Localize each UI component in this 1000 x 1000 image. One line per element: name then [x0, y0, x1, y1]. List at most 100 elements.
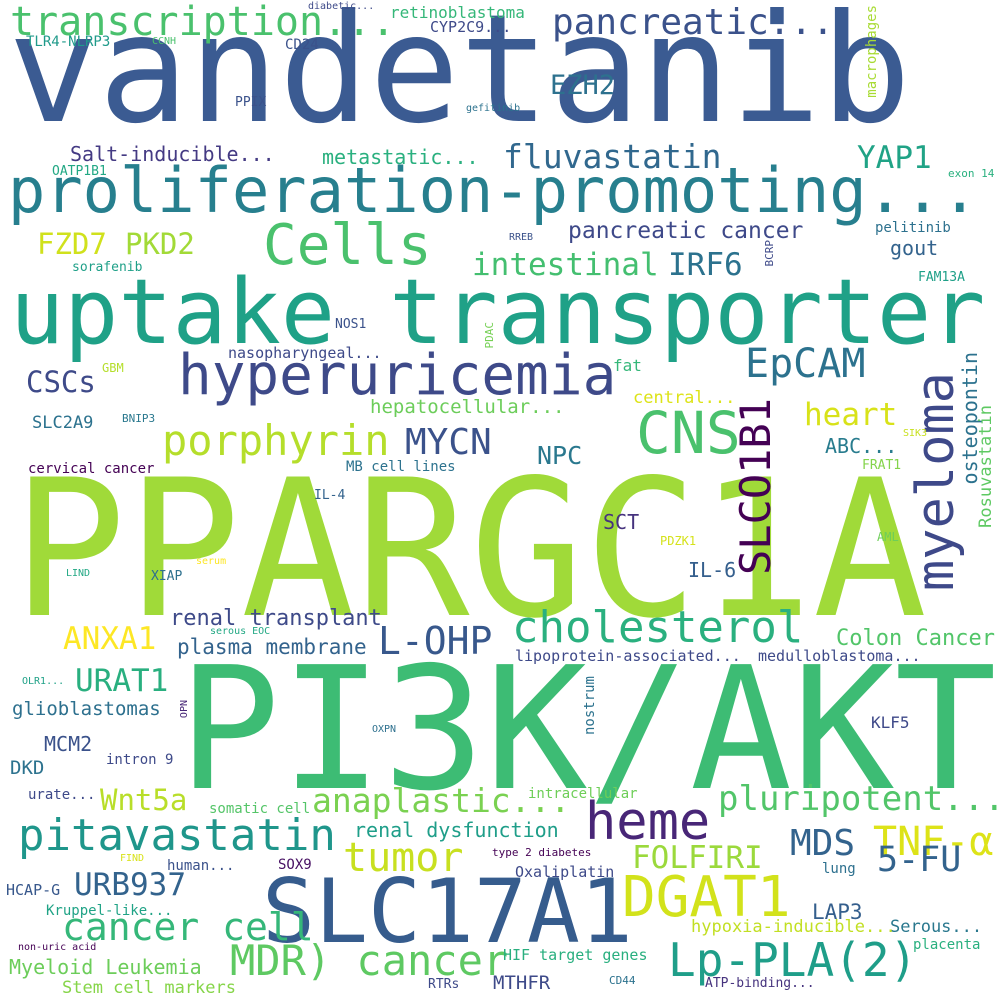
- word-pkd2: PKD2: [125, 227, 195, 261]
- word-hepatocellular: hepatocellular...: [370, 396, 565, 418]
- word-find: FIND: [120, 853, 145, 864]
- word-cscs: CSCs: [26, 365, 96, 399]
- word-rreb: RREB: [509, 232, 534, 243]
- word-cholesterol: cholesterol: [512, 602, 804, 653]
- word-heart: heart: [804, 397, 898, 433]
- word-rosuvastatin: Rosuvastatin: [976, 405, 996, 528]
- word-olr1: OLR1...: [22, 676, 65, 687]
- word-mb-cell-lines: MB cell lines: [346, 459, 456, 475]
- word-tnf: TNF-α: [873, 819, 994, 865]
- word-hcap-g: HCAP-G: [6, 881, 61, 899]
- word-nasopharyngeal: nasopharyngeal...: [228, 344, 382, 362]
- word-pdzk1: PDZK1: [660, 534, 697, 548]
- word-urat1: URAT1: [75, 663, 169, 699]
- word-tumor: tumor: [343, 835, 464, 881]
- word-nos1: NOS1: [335, 317, 367, 332]
- word-myeloma: myeloma: [906, 372, 966, 592]
- word-transcription: transcription...: [10, 0, 396, 45]
- word-plasma-membrane: plasma membrane: [177, 635, 367, 659]
- word-oatp1b1: OATP1B1: [52, 164, 107, 179]
- word-ezh2: EZH2: [550, 70, 616, 101]
- word-slc2a9: SLC2A9: [32, 413, 94, 433]
- word-dgat1: DGAT1: [622, 865, 791, 930]
- word-lap3: LAP3: [812, 900, 863, 924]
- word-npc: NPC: [537, 441, 583, 470]
- word-hyperuricemia: hyperuricemia: [178, 343, 617, 408]
- word-central: central...: [633, 388, 736, 408]
- word-il-6: IL-6: [688, 558, 737, 582]
- word-porphyrin: porphyrin: [162, 416, 390, 465]
- word-serous: Serous...: [890, 917, 983, 937]
- word-exon-14: exon 14: [948, 167, 995, 180]
- word-metastatic: metastatic...: [322, 145, 479, 169]
- word-intron-9: intron 9: [106, 752, 174, 768]
- word-gefitinib: gefitinib: [466, 103, 521, 114]
- word-anxa1: ANXA1: [63, 621, 157, 657]
- word-serous-eoc: serous EOC: [210, 626, 271, 637]
- word-pdac: PDAC: [483, 322, 496, 349]
- word-gbm: GBM: [102, 361, 124, 375]
- word-yap1: YAP1: [857, 140, 932, 176]
- word-bnip3: BNIP3: [122, 412, 156, 425]
- word-intestinal: intestinal: [472, 247, 659, 283]
- word-macrophages: macrophages: [864, 5, 880, 98]
- word-bcrp: BCRP: [763, 240, 776, 267]
- word-opn: OPN: [179, 700, 190, 719]
- word-mcm2: MCM2: [44, 732, 93, 756]
- word-heme: heme: [585, 792, 711, 852]
- word-oxaliplatin: Oxaliplatin: [515, 863, 615, 881]
- word-cancer-cell: cancer cell: [62, 905, 314, 949]
- word-type-2-diabetes: type 2 diabetes: [492, 846, 592, 859]
- word-cd24: CD24: [285, 37, 319, 53]
- word-serum: serum: [196, 556, 227, 567]
- word-folfiri: FOLFIRI: [632, 840, 763, 876]
- word-kruppel-like: Kruppel-like...: [46, 903, 173, 919]
- word-vandetanib: vandetanib: [8, 0, 912, 157]
- word-stem-cell-markers: Stem cell markers: [62, 978, 236, 998]
- word-pancreatic-cancer: pancreatic cancer: [568, 218, 804, 244]
- word-cervical-cancer: cervical cancer: [28, 461, 155, 477]
- word-il-4: IL-4: [314, 488, 346, 503]
- word-lipoprotein-associated: lipoprotein-associated...: [515, 647, 741, 665]
- word-mthfr: MTHFR: [493, 972, 551, 994]
- word-fluvastatin: fluvastatin: [503, 137, 722, 176]
- word-klf5: KLF5: [871, 713, 910, 732]
- word-salt-inducible: Salt-inducible...: [70, 142, 275, 166]
- word-nostrum: nostrum: [582, 676, 598, 736]
- word-l-ohp: L-OHP: [378, 619, 493, 663]
- word-pancreatic: pancreatic...: [552, 2, 834, 43]
- word-cyp2c9: CYP2C9...: [430, 18, 512, 36]
- word-dkd: DKD: [10, 757, 45, 779]
- word-ccnh: CCNH: [152, 36, 177, 47]
- word-urate: urate...: [28, 787, 96, 803]
- word-diabetic: diabetic...: [308, 1, 375, 12]
- word-xiap: XIAP: [151, 569, 183, 584]
- word-placenta: placenta: [913, 937, 981, 953]
- word-uptake-transporter: uptake transporter: [10, 260, 986, 365]
- word-somatic-cell: somatic cell: [209, 801, 311, 817]
- word-non-uric-acid: non-uric acid: [18, 942, 97, 953]
- word-atp-binding: ATP-binding...: [705, 976, 815, 991]
- word-slc17a1: SLC17A1: [262, 860, 633, 963]
- word-oxpn: OXPN: [372, 724, 397, 735]
- word-pelitinib: pelitinib: [875, 220, 951, 236]
- word-mdr-cancer: MDR) cancer: [230, 936, 509, 985]
- word-intracellular: intracellular: [528, 786, 638, 802]
- word-slco1b1: SLCO1B1: [731, 398, 780, 576]
- word-rtrs: RTRs: [428, 977, 460, 992]
- word-myeloid-leukemia: Myeloid Leukemia: [9, 955, 202, 979]
- word-gout: gout: [890, 236, 939, 260]
- word-lind: LIND: [66, 568, 91, 579]
- word-sct: SCT: [603, 510, 640, 534]
- word-cns: CNS: [636, 399, 741, 467]
- word-glioblastomas: glioblastomas: [12, 698, 161, 720]
- word-human: human...: [167, 858, 235, 874]
- word-lung: lung: [822, 861, 856, 877]
- word-irf6: IRF6: [668, 247, 743, 283]
- word-mds: MDS: [790, 823, 856, 864]
- word-wnt5a: Wnt5a: [100, 783, 188, 817]
- word-pitavastatin: pitavastatin: [18, 810, 336, 861]
- word-ppargc1a: PPARGC1A: [12, 439, 928, 660]
- word-epcam: EpCAM: [745, 341, 866, 387]
